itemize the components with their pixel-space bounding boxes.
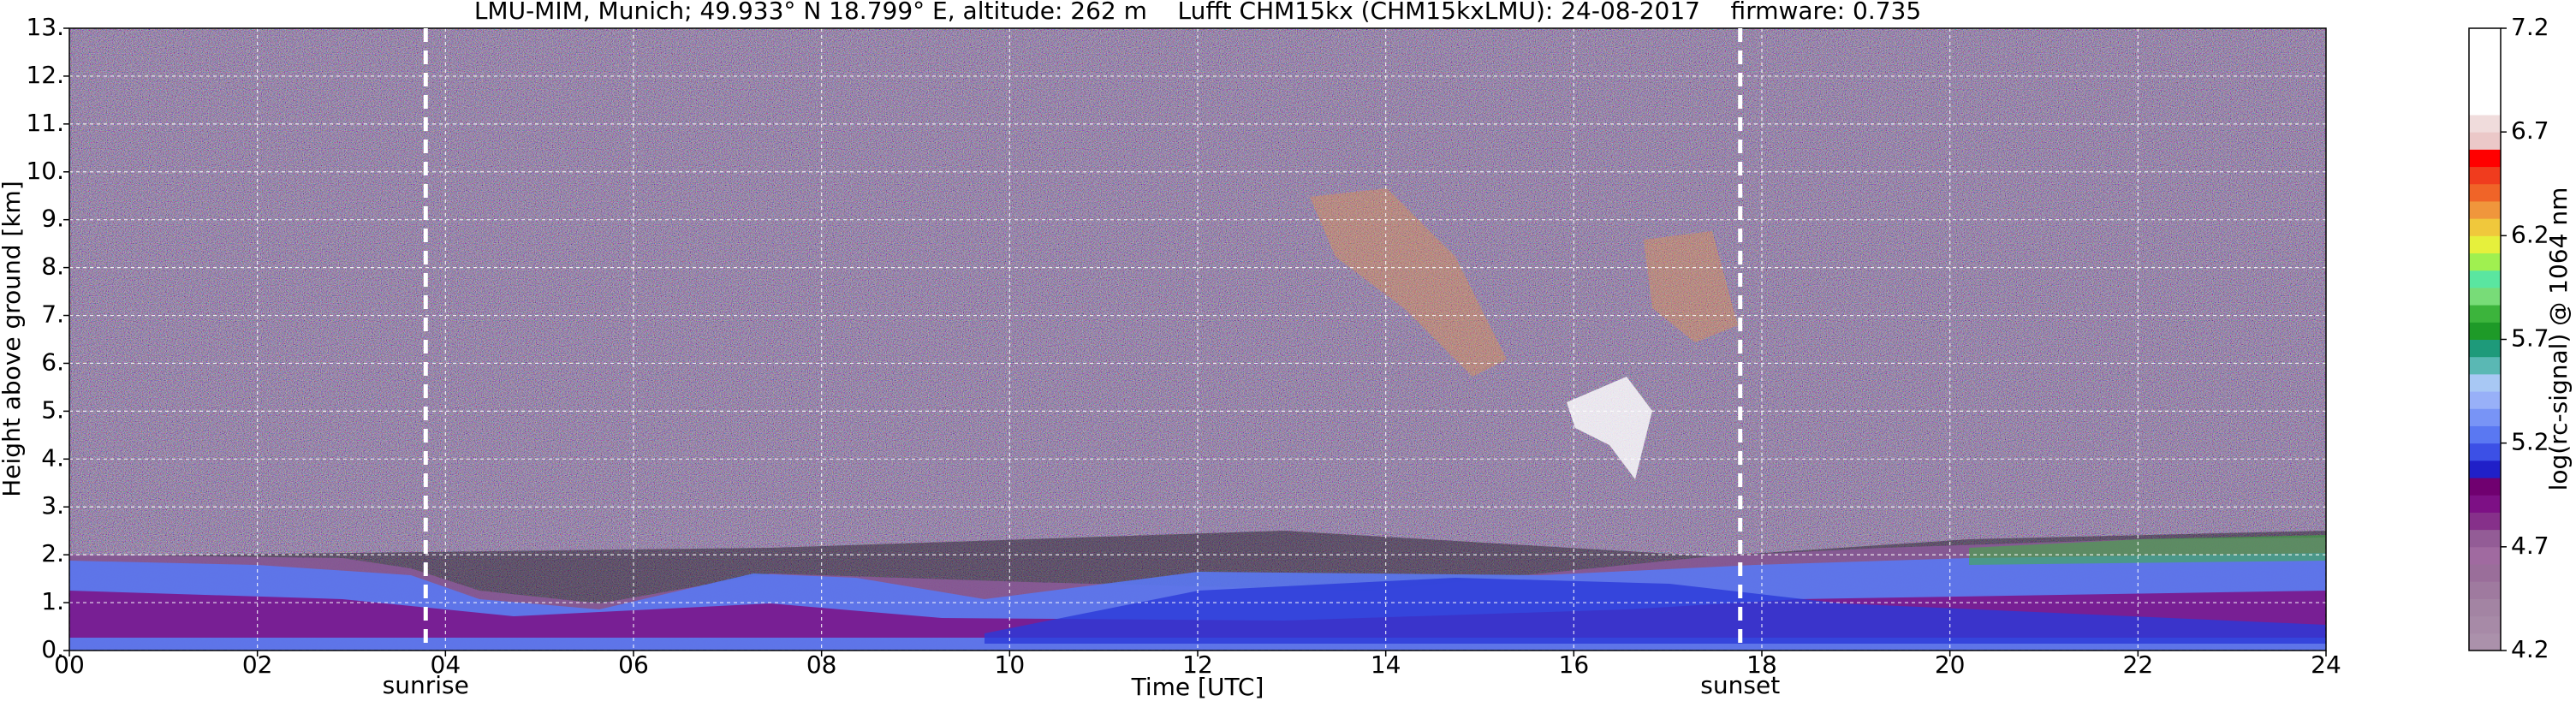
annotation-label: sunset (1700, 671, 1780, 699)
colorbar-swatch (2469, 598, 2501, 617)
colorbar-tick-label: 4.2 (2511, 635, 2549, 663)
y-tick-label: 4. (41, 443, 64, 472)
colorbar-swatch (2469, 581, 2501, 599)
colorbar-swatch (2469, 235, 2501, 254)
y-tick-label: 5. (41, 395, 64, 424)
colorbar-swatch (2469, 529, 2501, 548)
colorbar-swatch (2469, 287, 2501, 306)
colorbar-swatch (2469, 443, 2501, 461)
colorbar-swatch (2469, 546, 2501, 565)
x-tick-label: 20 (1935, 651, 1966, 679)
colorbar-swatch (2469, 114, 2501, 133)
colorbar-swatch (2469, 356, 2501, 375)
colorbar-swatch (2469, 408, 2501, 426)
colorbar-swatch (2469, 633, 2501, 651)
axes: 00 02 04 06 08 10 12 14 16 18 20 22 24 0. 1. 2. 3. 4. 5. 6.… (26, 13, 2341, 699)
colorbar-swatch (2469, 97, 2501, 116)
x-tick-label: 02 (242, 651, 273, 679)
colorbar-swatch (2469, 339, 2501, 358)
y-tick-label: 11. (26, 109, 64, 137)
x-tick-label: 10 (995, 651, 1026, 679)
chart-title: LMU-MIM, Munich; 49.933° N 18.799° E, al… (474, 0, 1921, 25)
y-tick-label: 6. (41, 348, 64, 376)
colorbar-swatch (2469, 495, 2501, 513)
x-tick-label: 16 (1559, 651, 1590, 679)
y-tick-label: 12. (26, 61, 64, 89)
x-tick-label: 00 (54, 651, 85, 679)
colorbar-swatch (2469, 166, 2501, 185)
x-axis-label: Time [UTC] (1131, 673, 1264, 701)
colorbar-swatch (2469, 564, 2501, 582)
x-tick-label: 06 (618, 651, 649, 679)
upper-aerosol (1969, 535, 2326, 565)
cloud (1567, 377, 1652, 479)
x-tick-label: 12 (1182, 651, 1213, 679)
colorbar-swatch (2469, 460, 2501, 478)
colorbar-swatch (2469, 322, 2501, 340)
colorbar-swatch (2469, 45, 2501, 63)
colorbar-swatch (2469, 373, 2501, 392)
colorbar-swatch (2469, 28, 2501, 46)
near-ground-layer (985, 578, 2326, 644)
colorbar-swatch (2469, 80, 2501, 98)
colorbar-swatch (2469, 512, 2501, 531)
x-tick-label: 24 (2311, 651, 2341, 679)
colorbar-tick-label: 5.2 (2511, 428, 2549, 456)
y-axis-label: Height above ground [km] (0, 181, 26, 497)
colorbar-swatch (2469, 270, 2501, 288)
colorbar-swatch (2469, 200, 2501, 219)
colorbar-tick-label: 7.2 (2511, 13, 2549, 41)
colorbar-tick-label: 6.2 (2511, 220, 2549, 248)
y-tick-label: 3. (41, 491, 64, 520)
colorbar-swatch (2469, 478, 2501, 496)
colorbar-label: log(rc-signal) @ 1064 nm (2544, 187, 2573, 491)
y-tick-label: 8. (41, 253, 64, 281)
y-tick-label: 7. (41, 300, 64, 329)
x-tick-label: 22 (2123, 651, 2154, 679)
colorbar: 4.2 4.7 5.2 5.7 6.2 6.7 7.2 (2468, 13, 2549, 663)
x-tick-label: 08 (806, 651, 837, 679)
colorbar-tick-label: 4.7 (2511, 532, 2549, 560)
y-tick-label: 2. (41, 539, 64, 567)
y-tick-label: 10. (26, 157, 64, 185)
cirrus (1644, 231, 1738, 342)
colorbar-swatch (2469, 615, 2501, 634)
annotation-label: sunrise (383, 671, 469, 699)
y-tick-label: 0. (41, 635, 64, 663)
colorbar-swatch (2469, 132, 2501, 150)
x-tick-label: 14 (1371, 651, 1401, 679)
x-tick-label: 04 (431, 651, 461, 679)
y-tick-label: 9. (41, 205, 64, 233)
y-tick-label: 1. (41, 587, 64, 615)
cirrus (1310, 188, 1507, 377)
colorbar-swatch (2469, 218, 2501, 236)
y-tick-label: 13. (26, 13, 64, 41)
colorbar-swatch (2469, 391, 2501, 409)
colorbar-swatch (2469, 305, 2501, 323)
x-tick-label: 18 (1746, 651, 1777, 679)
colorbar-swatch (2469, 253, 2501, 271)
colorbar-swatch (2469, 425, 2501, 444)
colorbar-swatch (2469, 149, 2501, 168)
colorbar-swatch (2469, 62, 2501, 81)
colorbar-swatch (2469, 183, 2501, 202)
colorbar-tick-label: 5.7 (2511, 324, 2549, 353)
colorbar-tick-label: 6.7 (2511, 116, 2549, 145)
